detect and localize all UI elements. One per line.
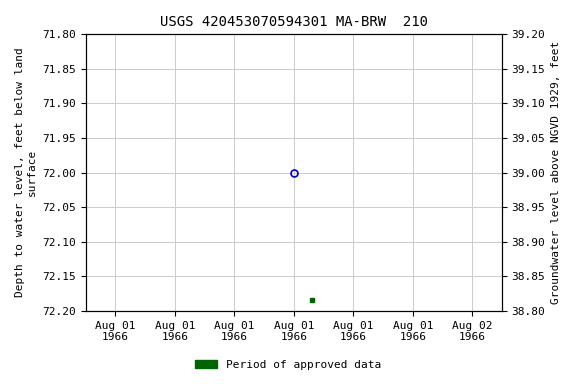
Y-axis label: Depth to water level, feet below land
surface: Depth to water level, feet below land su…: [15, 48, 37, 298]
Y-axis label: Groundwater level above NGVD 1929, feet: Groundwater level above NGVD 1929, feet: [551, 41, 561, 304]
Legend: Period of approved data: Period of approved data: [191, 356, 385, 375]
Title: USGS 420453070594301 MA-BRW  210: USGS 420453070594301 MA-BRW 210: [160, 15, 428, 29]
